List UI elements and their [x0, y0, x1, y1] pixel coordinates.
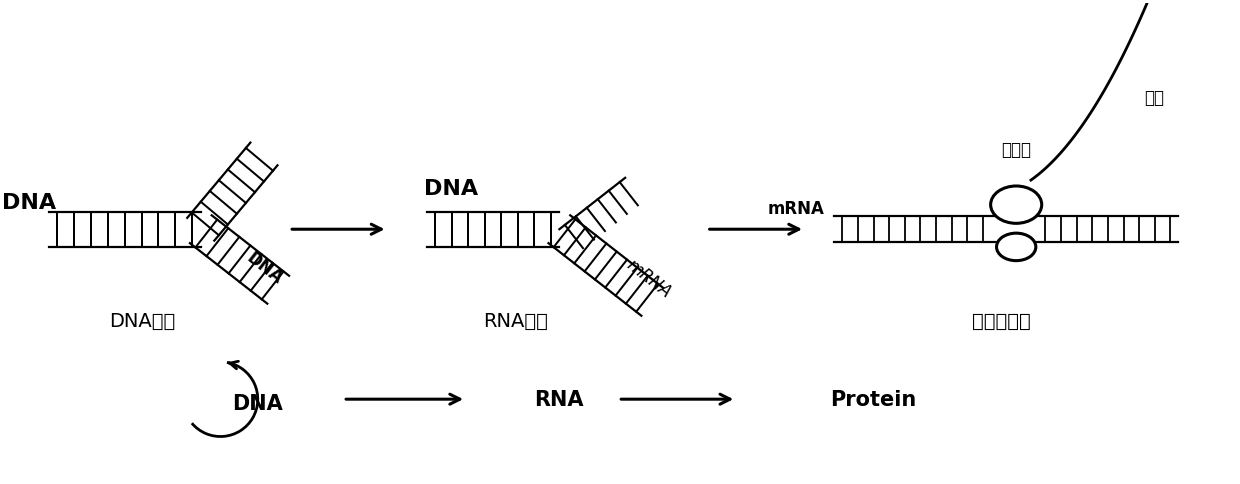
- Text: mRNA: mRNA: [624, 256, 675, 302]
- Text: RNA转录: RNA转录: [482, 311, 548, 331]
- Polygon shape: [427, 212, 559, 247]
- Text: DNA: DNA: [232, 393, 283, 413]
- Text: DNA: DNA: [243, 248, 286, 287]
- Text: 核糖体: 核糖体: [1001, 141, 1032, 159]
- Ellipse shape: [997, 234, 1035, 261]
- Text: RNA: RNA: [534, 389, 584, 409]
- Polygon shape: [548, 216, 663, 316]
- Text: 蛋白质翻译: 蛋白质翻译: [972, 311, 1030, 331]
- Ellipse shape: [991, 187, 1042, 224]
- Text: Protein: Protein: [831, 389, 916, 409]
- Text: DNA: DNA: [424, 179, 479, 198]
- Text: 肽链: 肽链: [1143, 89, 1163, 106]
- Polygon shape: [190, 216, 289, 304]
- Text: mRNA: mRNA: [768, 199, 825, 217]
- Polygon shape: [187, 143, 278, 241]
- Text: DNA: DNA: [1, 192, 56, 212]
- Polygon shape: [48, 212, 201, 247]
- Text: DNA复制: DNA复制: [109, 311, 175, 331]
